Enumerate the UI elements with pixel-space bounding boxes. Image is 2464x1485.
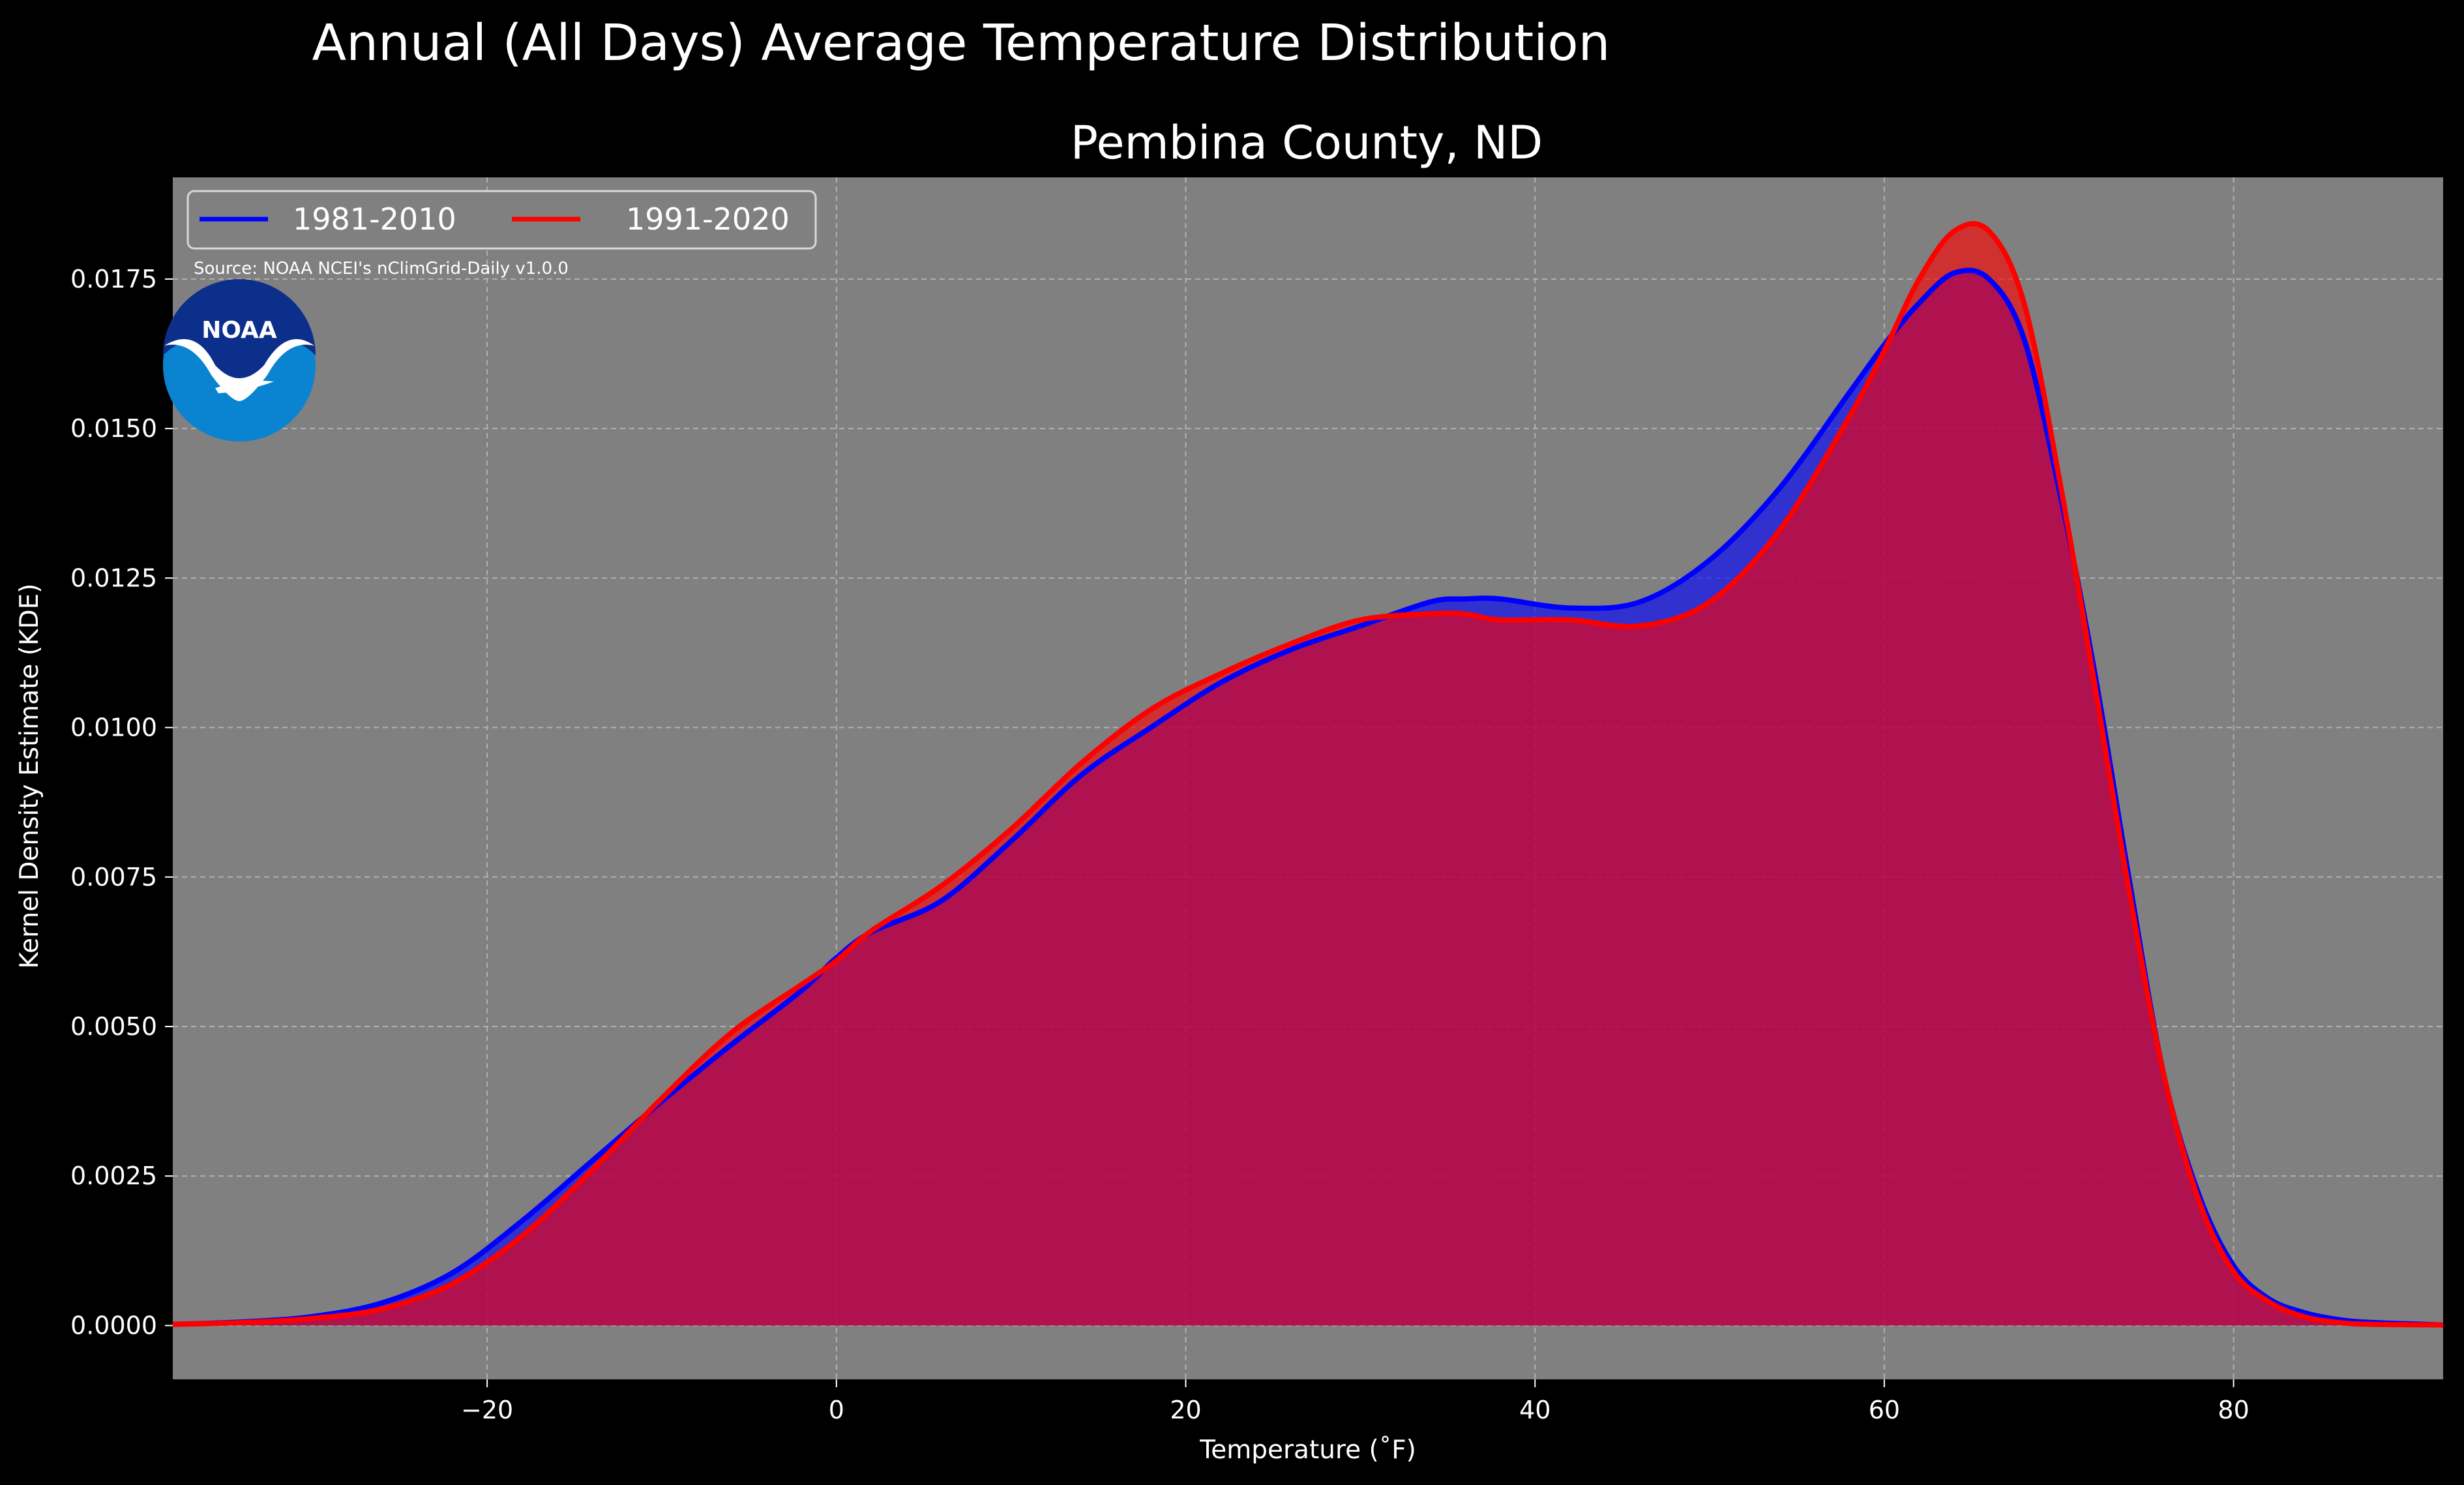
chart-suptitle: Annual (All Days) Average Temperature Di… xyxy=(312,14,1611,72)
area-1991-2020 xyxy=(173,223,2443,1326)
y-tick-label: 0.0025 xyxy=(70,1162,157,1190)
axis-ticks: −20 0 20 40 60 80 0.0000 0.0025 0.0050 0.0075 0.01… xyxy=(70,265,2249,1424)
noaa-logo-wave xyxy=(215,380,274,393)
x-tick-label: 60 xyxy=(1869,1396,1900,1424)
noaa-logo-text: NOAA xyxy=(201,317,277,344)
x-axis-label: Temperature (˚F) xyxy=(1199,1435,1416,1465)
y-tick-label: 0.0125 xyxy=(70,563,157,592)
legend-label-1981-2010: 1981-2010 xyxy=(293,202,456,237)
x-tick-label: −20 xyxy=(461,1396,513,1424)
chart-title: Pembina County, ND xyxy=(1071,116,1543,170)
y-tick-label: 0.0075 xyxy=(70,863,157,892)
y-tick-label: 0.0000 xyxy=(70,1311,157,1340)
source-annotation: Source: NOAA NCEI's nClimGrid-Daily v1.0… xyxy=(194,259,569,278)
x-tick-label: 80 xyxy=(2218,1396,2249,1424)
x-tick-label: 0 xyxy=(829,1396,844,1424)
legend-frame xyxy=(186,190,817,250)
y-tick-label: 0.0050 xyxy=(70,1012,157,1041)
density-areas xyxy=(173,223,2443,1326)
line-1991-2020 xyxy=(172,220,2444,1328)
noaa-logo-gull xyxy=(164,339,314,401)
noaa-logo-icon: NOAA xyxy=(163,279,316,442)
y-tick-label: 0.0175 xyxy=(70,265,157,293)
legend-label-1991-2020: 1991-2020 xyxy=(626,202,790,237)
y-tick-label: 0.0100 xyxy=(70,713,157,742)
noaa-logo-top xyxy=(163,279,316,378)
y-axis-label: Kernel Density Estimate (KDE) xyxy=(15,584,44,969)
y-tick-label: 0.0150 xyxy=(70,414,157,443)
x-tick-label: 40 xyxy=(1519,1396,1551,1424)
density-lines xyxy=(172,220,2444,1328)
x-tick-label: 20 xyxy=(1170,1396,1201,1424)
legend: 1981-2010 1991-2020 xyxy=(186,190,817,250)
